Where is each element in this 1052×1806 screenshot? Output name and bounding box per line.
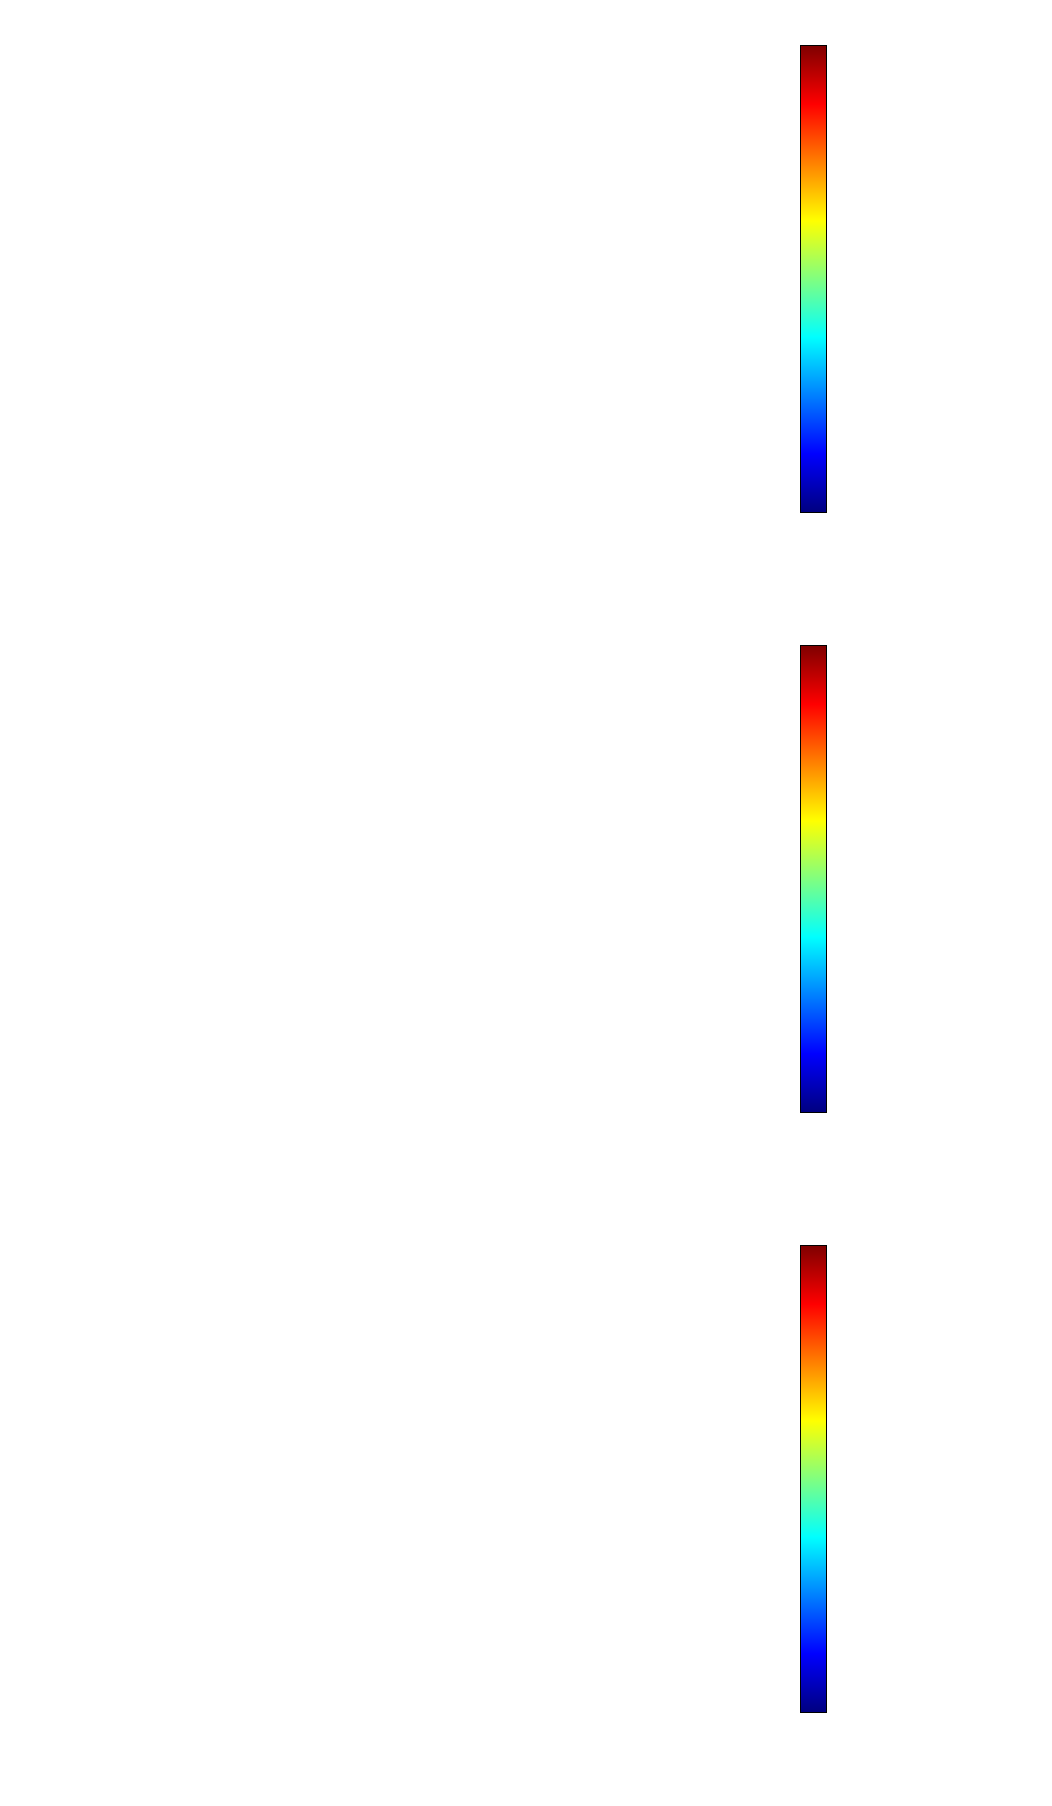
plot-overlay-svg: [100, 45, 760, 513]
spectrogram-plot: [100, 1245, 760, 1713]
spectrogram-image: [100, 1245, 760, 1713]
colorbar-gradient: [800, 1245, 827, 1713]
plot-overlay-svg: [100, 645, 760, 1113]
spectrogram-image: [100, 45, 760, 513]
spectrogram-image: [100, 645, 760, 1113]
colorbar-gradient: [800, 645, 827, 1113]
spectrogram-panel-hhe: [0, 0, 1052, 600]
spectrogram-panel-hhz: [0, 1200, 1052, 1800]
spectrogram-plot: [100, 645, 760, 1113]
spectrogram-plot: [100, 45, 760, 513]
colorbar-gradient: [800, 45, 827, 513]
spectrogram-panel-hhn: [0, 600, 1052, 1200]
plot-overlay-svg: [100, 1245, 760, 1713]
